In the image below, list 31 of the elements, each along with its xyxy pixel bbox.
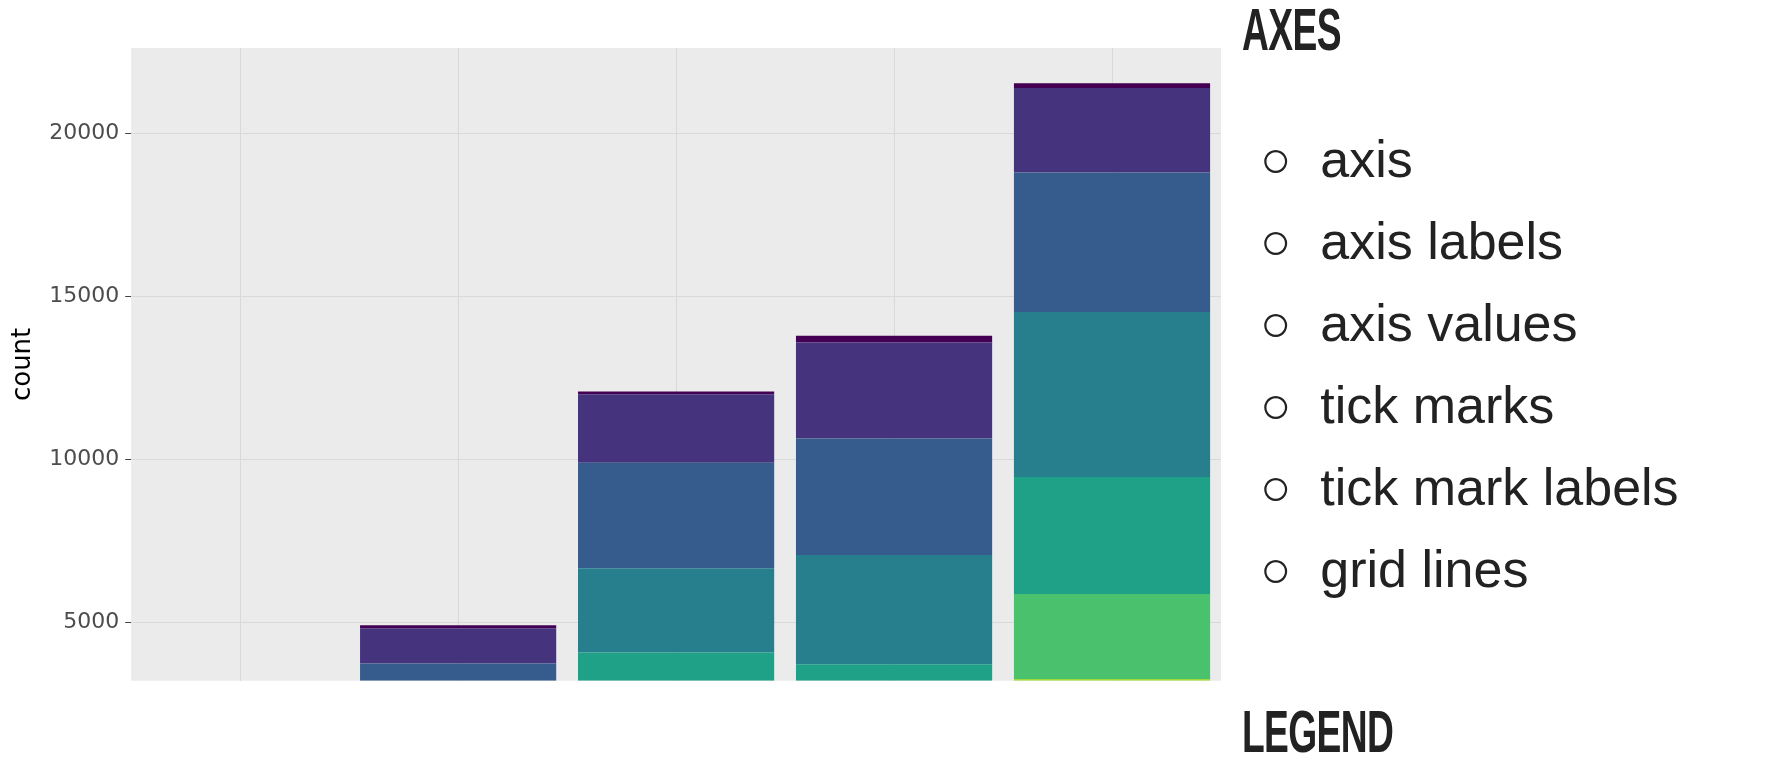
bar	[578, 394, 775, 463]
bar	[578, 462, 775, 569]
bar	[1013, 83, 1211, 88]
text: LEGEND	[1242, 698, 1394, 763]
y-axis-title: count	[6, 327, 37, 402]
y-tick-label: 5000	[63, 607, 120, 633]
bar	[795, 438, 993, 556]
bar	[1013, 172, 1211, 312]
y-tick-label: 15000	[49, 282, 120, 308]
y-tick-label: 20000	[49, 119, 120, 145]
bar	[795, 342, 993, 439]
bar	[360, 628, 557, 664]
bar	[1013, 477, 1211, 595]
text: ○ axis labels	[1260, 211, 1565, 272]
bar	[795, 555, 993, 665]
bar	[360, 663, 557, 681]
text: ○ tick mark labels	[1260, 457, 1679, 518]
bar	[360, 625, 557, 629]
bar	[578, 568, 775, 653]
text: ○ axis	[1260, 129, 1414, 190]
text: AXES	[1242, 0, 1341, 63]
text: ○ tick marks	[1260, 375, 1556, 436]
y-tick-label: 10000	[49, 445, 120, 471]
bar	[795, 664, 993, 681]
text: ○ axis values	[1260, 293, 1579, 354]
bar	[578, 652, 775, 681]
bar	[1013, 594, 1211, 679]
bar	[1013, 87, 1211, 173]
bar	[1013, 311, 1211, 478]
text: ○ grid lines	[1260, 539, 1530, 600]
bar	[795, 335, 993, 343]
